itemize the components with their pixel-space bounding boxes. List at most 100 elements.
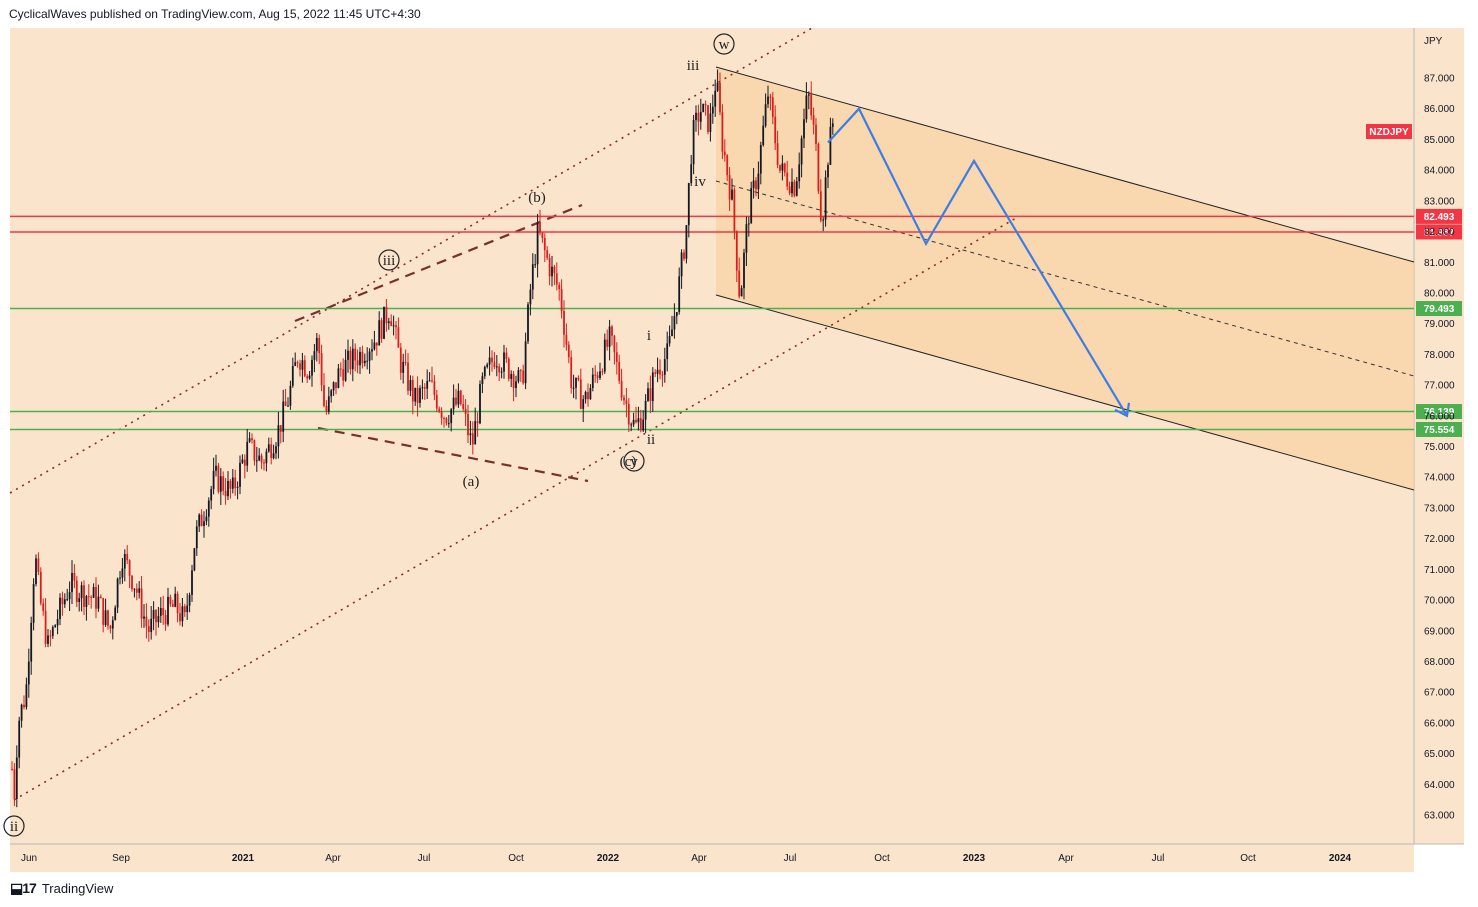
candle-body bbox=[594, 374, 597, 376]
candle-body bbox=[695, 112, 697, 121]
candle-body bbox=[231, 477, 234, 489]
candle-body bbox=[73, 572, 76, 581]
candle-body bbox=[762, 125, 765, 146]
candle-body bbox=[421, 387, 424, 389]
symbol-badge[interactable] bbox=[1366, 124, 1412, 139]
wave-label-circle bbox=[3, 815, 25, 837]
candle-body bbox=[99, 596, 102, 599]
candle-body bbox=[575, 377, 577, 388]
candle-body bbox=[651, 372, 654, 402]
candle-body bbox=[548, 257, 551, 277]
candle-body bbox=[759, 145, 762, 174]
candle-body bbox=[399, 347, 402, 373]
candle-body bbox=[92, 587, 95, 598]
candle-body bbox=[570, 357, 573, 388]
candle-body bbox=[747, 223, 750, 225]
forecast-arrowhead bbox=[1114, 402, 1131, 418]
candle-body bbox=[368, 351, 371, 361]
candle-body bbox=[390, 321, 393, 326]
candle-body bbox=[162, 607, 165, 615]
candle-body bbox=[198, 514, 201, 527]
symbol-badge-label: NZDJPY bbox=[1369, 127, 1409, 138]
candle-body bbox=[263, 462, 265, 464]
candle-body bbox=[258, 455, 261, 461]
price-tick-label: 84.000 bbox=[1424, 166, 1455, 177]
candle-body bbox=[824, 177, 827, 220]
candle-body bbox=[495, 366, 498, 368]
candle-body bbox=[565, 334, 568, 345]
wave-label: iv bbox=[694, 174, 706, 190]
candle-body bbox=[630, 424, 633, 426]
time-tick-label: Sep bbox=[112, 853, 130, 864]
candle-body bbox=[255, 460, 258, 462]
candle-body bbox=[481, 376, 484, 384]
candle-body bbox=[47, 635, 49, 644]
candle-body bbox=[195, 526, 198, 549]
forecast-path[interactable] bbox=[827, 106, 1128, 417]
candle-body bbox=[505, 352, 508, 359]
candle-body bbox=[128, 560, 131, 576]
candle-body bbox=[731, 189, 733, 200]
candle-body bbox=[135, 588, 138, 593]
candle-body bbox=[728, 175, 731, 200]
candle-body bbox=[111, 620, 114, 629]
candle-body bbox=[711, 106, 714, 114]
currency-label: JPY bbox=[1424, 36, 1443, 47]
candle-body bbox=[66, 599, 69, 601]
candle-body bbox=[217, 465, 220, 492]
candle-body bbox=[354, 348, 357, 361]
candle-body bbox=[159, 607, 162, 616]
candle-body bbox=[659, 369, 661, 375]
price-level-badge-label: 79.493 bbox=[1424, 304, 1455, 315]
candle-body bbox=[709, 113, 712, 132]
candle-body bbox=[407, 362, 409, 391]
candle-body bbox=[155, 610, 157, 623]
candle-body bbox=[726, 155, 729, 176]
triangle-upper-line bbox=[294, 203, 583, 323]
candle-body bbox=[608, 326, 611, 347]
wave-label: y bbox=[630, 454, 638, 470]
candle-body bbox=[303, 360, 306, 377]
candle-body bbox=[673, 316, 676, 330]
candle-body bbox=[229, 480, 232, 489]
time-axis[interactable] bbox=[10, 844, 1414, 872]
candle-body bbox=[479, 383, 481, 424]
price-tick-label: 71.000 bbox=[1424, 565, 1455, 576]
candle-body bbox=[798, 164, 801, 182]
candle-body bbox=[553, 266, 556, 274]
candle-body bbox=[750, 188, 753, 224]
price-tick-label: 82.000 bbox=[1424, 227, 1455, 238]
candle-body bbox=[265, 451, 268, 464]
price-tick-label: 81.000 bbox=[1424, 258, 1455, 269]
tradingview-brand[interactable]: ⬓17 TradingView bbox=[10, 880, 113, 897]
candle-body bbox=[116, 578, 119, 608]
candle-body bbox=[11, 768, 13, 770]
candle-body bbox=[438, 408, 441, 412]
candle-body bbox=[361, 351, 364, 364]
candle-body bbox=[452, 397, 455, 410]
candle-body bbox=[419, 388, 421, 403]
candle-body bbox=[426, 381, 429, 389]
price-level-badge-label: 75.554 bbox=[1424, 425, 1455, 436]
candle-body bbox=[291, 365, 294, 386]
candle-body bbox=[327, 396, 330, 412]
candle-body bbox=[279, 425, 282, 432]
price-level-badge bbox=[1416, 404, 1462, 420]
price-tick-label: 80.000 bbox=[1424, 288, 1455, 299]
price-tick-label: 86.000 bbox=[1424, 104, 1455, 115]
wave-label-circle bbox=[713, 33, 735, 55]
price-tick-label: 87.000 bbox=[1424, 74, 1455, 85]
candle-body bbox=[152, 610, 155, 619]
candle-body bbox=[191, 570, 193, 595]
candle-body bbox=[140, 588, 143, 619]
candle-body bbox=[776, 143, 779, 165]
wave-label: iii bbox=[687, 58, 700, 74]
candle-body bbox=[632, 419, 635, 425]
candle-body bbox=[219, 476, 222, 492]
candle-body bbox=[183, 606, 186, 613]
candle-body bbox=[248, 438, 251, 442]
candle-body bbox=[402, 361, 405, 373]
candle-body bbox=[37, 558, 40, 572]
price-tick-label: 64.000 bbox=[1424, 780, 1455, 791]
